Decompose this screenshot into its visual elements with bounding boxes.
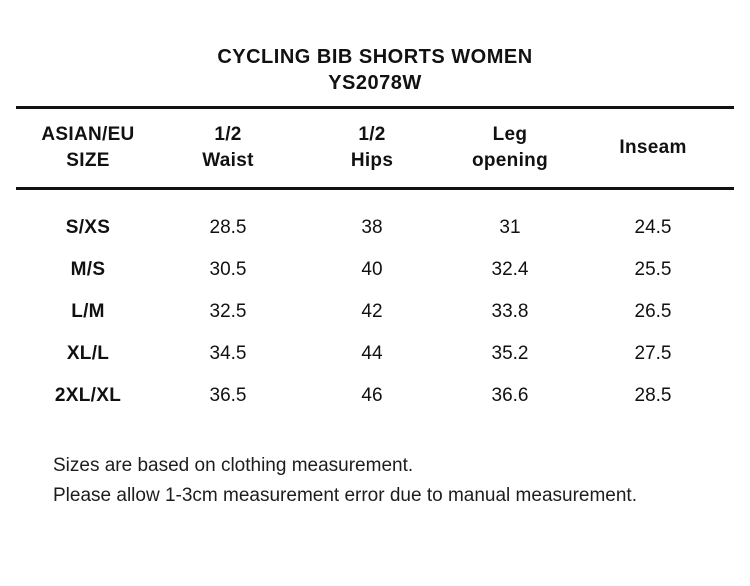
- note-clothing-measurement: Sizes are based on clothing measurement.: [53, 455, 414, 476]
- half-waist-value: 28.5: [209, 217, 247, 238]
- header-half-waist-line1: 1/2: [214, 124, 242, 145]
- leg-opening-value: 32.4: [491, 259, 529, 280]
- table-header-divider: [16, 187, 734, 190]
- inseam-value: 27.5: [634, 343, 672, 364]
- size-label: S/XS: [65, 217, 111, 238]
- note-measurement-error: Please allow 1-3cm measurement error due…: [53, 485, 637, 506]
- half-hips-value: 40: [361, 259, 383, 280]
- header-inseam-line1: Inseam: [619, 137, 687, 158]
- size-label: L/M: [71, 301, 105, 322]
- inseam-value: 26.5: [634, 301, 672, 322]
- size-label: M/S: [70, 259, 106, 280]
- table-row: L/M 32.5 42 33.8 26.5: [16, 291, 734, 333]
- leg-opening-value: 33.8: [491, 301, 529, 322]
- product-title: CYCLING BIB SHORTS WOMEN: [217, 46, 533, 68]
- table-row: M/S 30.5 40 32.4 25.5: [16, 249, 734, 291]
- half-waist-value: 32.5: [209, 301, 247, 322]
- table-row: XL/L 34.5 44 35.2 27.5: [16, 333, 734, 375]
- header-leg-opening-line1: Leg: [492, 124, 528, 145]
- size-label: XL/L: [66, 343, 110, 364]
- half-hips-value: 44: [361, 343, 383, 364]
- product-code: YS2078W: [328, 72, 422, 94]
- inseam-value: 28.5: [634, 385, 672, 406]
- column-header-half-hips: 1/2 Hips: [296, 109, 448, 187]
- leg-opening-value: 36.6: [491, 385, 529, 406]
- half-waist-value: 34.5: [209, 343, 247, 364]
- table-row: 2XL/XL 36.5 46 36.6 28.5: [16, 375, 734, 417]
- table-row: S/XS 28.5 38 31 24.5: [16, 207, 734, 249]
- column-header-inseam: Inseam: [572, 109, 734, 187]
- table-body: S/XS 28.5 38 31 24.5 M/S 30.5 40 32.4 25…: [16, 190, 734, 417]
- header-size-line1: ASIAN/EU: [41, 124, 135, 145]
- column-header-half-waist: 1/2 Waist: [160, 109, 296, 187]
- half-waist-value: 30.5: [209, 259, 247, 280]
- size-label: 2XL/XL: [54, 385, 122, 406]
- inseam-value: 24.5: [634, 217, 672, 238]
- leg-opening-value: 31: [499, 217, 521, 238]
- header-half-hips-line2: Hips: [350, 150, 394, 171]
- column-header-size: ASIAN/EU SIZE: [16, 109, 160, 187]
- half-hips-value: 46: [361, 385, 383, 406]
- column-header-leg-opening: Leg opening: [448, 109, 572, 187]
- leg-opening-value: 35.2: [491, 343, 529, 364]
- header-size-line2: SIZE: [66, 150, 110, 171]
- half-hips-value: 42: [361, 301, 383, 322]
- table-header-row: ASIAN/EU SIZE 1/2 Waist 1/2 Hips Leg ope…: [16, 109, 734, 187]
- header-half-waist-line2: Waist: [202, 150, 254, 171]
- header-half-hips-line1: 1/2: [358, 124, 386, 145]
- inseam-value: 25.5: [634, 259, 672, 280]
- measurement-notes: Sizes are based on clothing measurement.…: [53, 451, 637, 511]
- header-leg-opening-line2: opening: [472, 150, 548, 171]
- table-top-divider: [16, 106, 734, 109]
- half-waist-value: 36.5: [209, 385, 247, 406]
- page-title: CYCLING BIB SHORTS WOMEN YS2078W: [0, 44, 750, 96]
- half-hips-value: 38: [361, 217, 383, 238]
